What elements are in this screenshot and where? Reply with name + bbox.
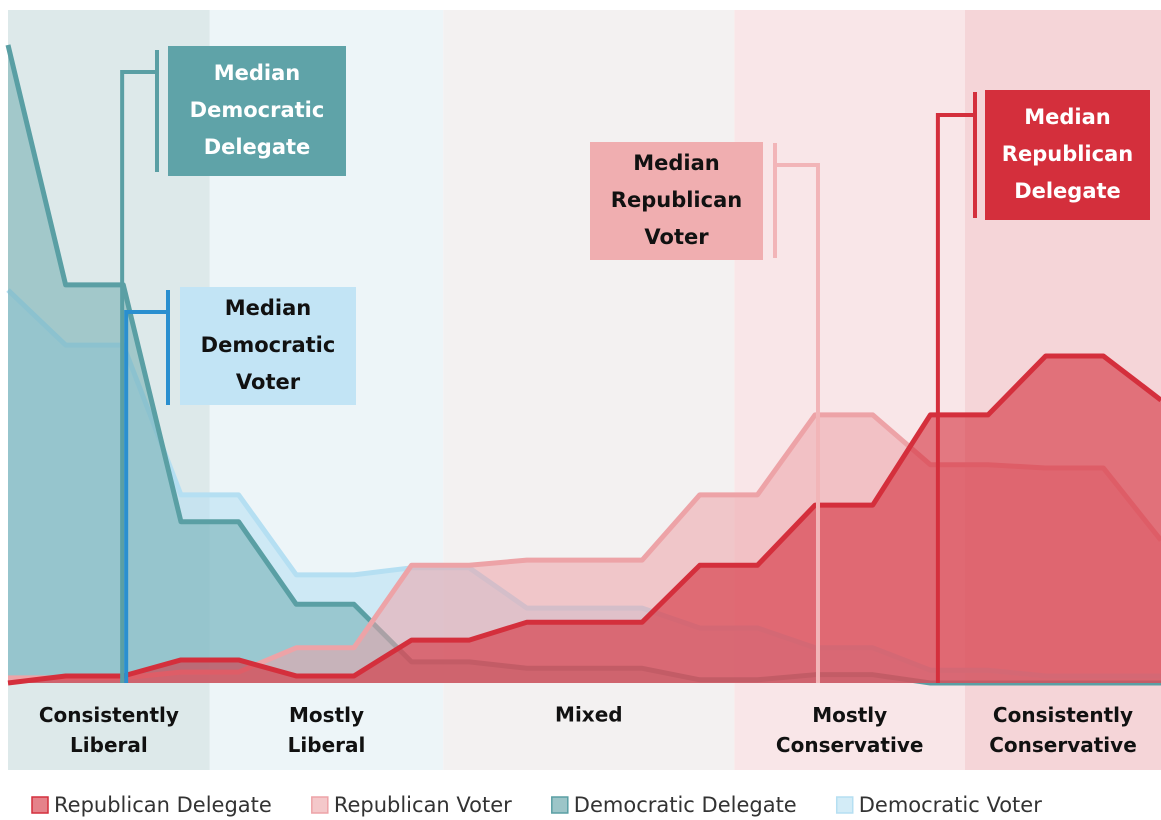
region-label-line: Mostly [812,703,887,727]
median-line [120,70,157,683]
median-line [124,310,168,683]
region-label-line: Conservative [776,733,924,757]
median-label-line: Delegate [1014,179,1121,203]
legend-label: Republican Delegate [54,793,272,817]
median-label-line: Democratic [201,333,336,357]
median-label-line: Voter [644,225,709,249]
region-label-line: Liberal [288,733,366,757]
region-label-line: Liberal [70,733,148,757]
median-label: Median Democratic Delegate [190,61,325,159]
median-label-line: Voter [236,370,301,394]
median-label-line: Delegate [204,135,311,159]
region-label-line: Conservative [989,733,1137,757]
region-label: Mixed [555,703,623,727]
area [8,290,1161,683]
legend-swatch [311,796,329,814]
region-label-line: Consistently [39,703,179,727]
median-label: Median Democratic Voter [201,296,336,394]
legend-label: Republican Voter [334,793,512,817]
line [7,353,1161,686]
region-label: Consistently Liberal [39,703,179,757]
median-label-line: Democratic [190,98,325,122]
median-box [590,142,763,260]
median-label-line: Median [633,151,720,175]
median-line [935,113,975,683]
legend-label: Democratic Voter [859,793,1042,817]
median-box [168,46,346,176]
legend-swatch [551,796,569,814]
median-label-line: Median [1024,105,1111,129]
median-label-line: Median [214,61,301,85]
median-label-line: Republican [611,188,742,212]
median-box [180,287,356,405]
median-label: Median Republican Voter [611,151,742,249]
region-label-line: Consistently [993,703,1133,727]
region-label: Mostly Liberal [288,703,366,757]
region-label: Mostly Conservative [776,703,924,757]
median-label-line: Median [225,296,312,320]
region-label-line: Mostly [289,703,364,727]
legend-swatch [31,796,49,814]
median-label: Median Republican Delegate [1002,105,1133,203]
legend-label: Democratic Delegate [574,793,797,817]
median-box [985,90,1150,220]
legend-swatch [835,796,854,814]
area [8,355,1161,683]
median-line [775,163,820,683]
median-label-line: Republican [1002,142,1133,166]
region-label: Consistently Conservative [989,703,1137,757]
